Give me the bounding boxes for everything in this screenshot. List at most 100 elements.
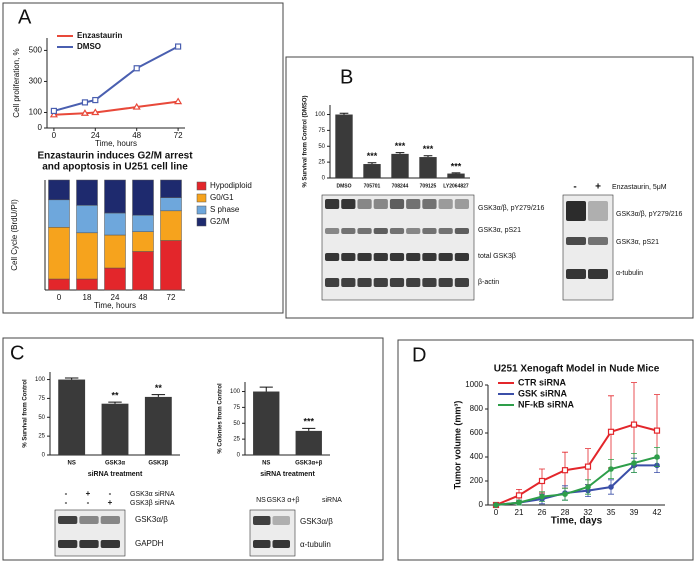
blot-band — [357, 278, 372, 287]
marker — [175, 43, 182, 50]
blot-label: - — [65, 489, 68, 498]
marker — [539, 493, 545, 500]
blot-label: GSK3α/β, pY279/216 — [616, 211, 683, 218]
legend-label: Enzastaurin — [77, 31, 122, 40]
marker — [92, 96, 99, 104]
blot-label: - — [109, 489, 112, 498]
y-tick-label: 100 — [315, 112, 326, 118]
legend-label: Hypodiploid — [210, 181, 252, 190]
y-tick-label: 0 — [38, 123, 43, 132]
error-bar — [64, 377, 79, 380]
blot-label: - — [65, 498, 68, 507]
x-tick-label: 42 — [653, 508, 662, 517]
y-tick-label: 50 — [233, 421, 240, 427]
blot-label: GSK3 α+β — [267, 497, 300, 504]
y-tick-label: 1000 — [465, 380, 483, 389]
x-tick-label: GSK3β — [148, 461, 168, 467]
error-bar — [339, 112, 349, 115]
blot-label: GSK3α/β — [300, 517, 333, 526]
annotation: *** — [303, 417, 314, 427]
blot-band — [566, 269, 586, 279]
series-line — [495, 464, 657, 506]
bar-segment — [48, 179, 70, 201]
x-tick-label: NS — [67, 461, 75, 467]
y-axis-label: % Colonies from Control — [218, 383, 224, 454]
bar — [391, 153, 409, 178]
marker — [654, 454, 660, 460]
blot-band — [272, 516, 290, 525]
blot-band — [100, 516, 120, 524]
x-axis-label: siRNA treatment — [88, 471, 143, 478]
chart-title: Enzastaurin induces G2/M arrest — [37, 151, 193, 162]
legend-swatch — [196, 217, 207, 227]
marker — [562, 491, 568, 498]
error-bar — [108, 401, 122, 404]
marker — [80, 109, 90, 116]
y-tick-label: 75 — [38, 396, 45, 402]
error-bar — [451, 172, 461, 174]
series-line — [53, 100, 179, 116]
marker — [653, 427, 661, 434]
blot-band — [389, 228, 405, 234]
blot-band — [422, 228, 437, 234]
panel-letter: A — [18, 6, 32, 28]
blot-band — [438, 228, 453, 234]
x-tick-label: 21 — [515, 508, 524, 517]
blot-band — [357, 228, 372, 234]
blot-band — [438, 253, 453, 261]
legend-swatch — [196, 193, 207, 203]
blot-band — [588, 269, 608, 279]
panel-d-frame — [397, 339, 694, 561]
blot-band — [422, 253, 437, 261]
blot-band — [406, 253, 421, 261]
y-axis-label: Tumor volume (mm³) — [452, 401, 462, 490]
blot-label: β-actin — [478, 279, 499, 286]
blot-band — [454, 253, 469, 261]
blot-band — [454, 199, 469, 209]
x-tick-label: 0 — [494, 508, 499, 517]
blot-band — [406, 199, 421, 209]
y-tick-label: 100 — [230, 389, 241, 395]
y-tick-label: 800 — [470, 404, 484, 413]
legend-label: GSK siRNA — [518, 388, 568, 398]
bar-segment — [76, 278, 98, 291]
blot-label: Enzastaurin, 5μM — [612, 184, 667, 191]
blot-label: GSK3β siRNA — [130, 500, 175, 507]
annotation: ** — [111, 391, 119, 401]
blot-band — [272, 540, 290, 548]
panel-letter: D — [412, 344, 426, 366]
blot-label: + — [86, 489, 91, 498]
x-axis-label: Time, days — [551, 516, 603, 527]
bar-segment — [132, 231, 154, 252]
bar-segment — [104, 267, 126, 291]
y-tick-label: 50 — [38, 415, 45, 421]
x-tick-label: 708244 — [392, 183, 409, 189]
blot-band — [406, 278, 421, 287]
x-tick-label: 0 — [52, 131, 57, 140]
bar — [419, 157, 437, 178]
blot-band — [389, 278, 405, 287]
legend-label: G0/G1 — [210, 193, 234, 202]
blot-band — [373, 278, 388, 287]
blot-band — [373, 228, 388, 234]
blot-band — [341, 228, 356, 234]
blot-label: + — [595, 182, 601, 193]
blot-band — [438, 199, 453, 209]
y-tick-label: 75 — [318, 128, 325, 134]
bar — [295, 430, 322, 455]
marker — [585, 484, 591, 490]
y-axis-label: % Survival from Control — [23, 379, 29, 448]
error-bar — [423, 155, 433, 158]
blot-band — [588, 201, 608, 221]
blot-band — [438, 278, 453, 287]
x-axis-label: siRNA treatment — [260, 471, 315, 478]
bar-segment — [76, 205, 98, 234]
x-tick-label: 72 — [174, 131, 183, 140]
y-axis-label: Cell proliferation, % — [12, 48, 21, 117]
blot-label: GSK3α/β — [135, 515, 168, 524]
panel-b-frame — [285, 56, 694, 319]
y-tick-label: 600 — [470, 428, 484, 437]
blot-label: GAPDH — [135, 539, 164, 548]
y-tick-label: 300 — [29, 77, 43, 86]
